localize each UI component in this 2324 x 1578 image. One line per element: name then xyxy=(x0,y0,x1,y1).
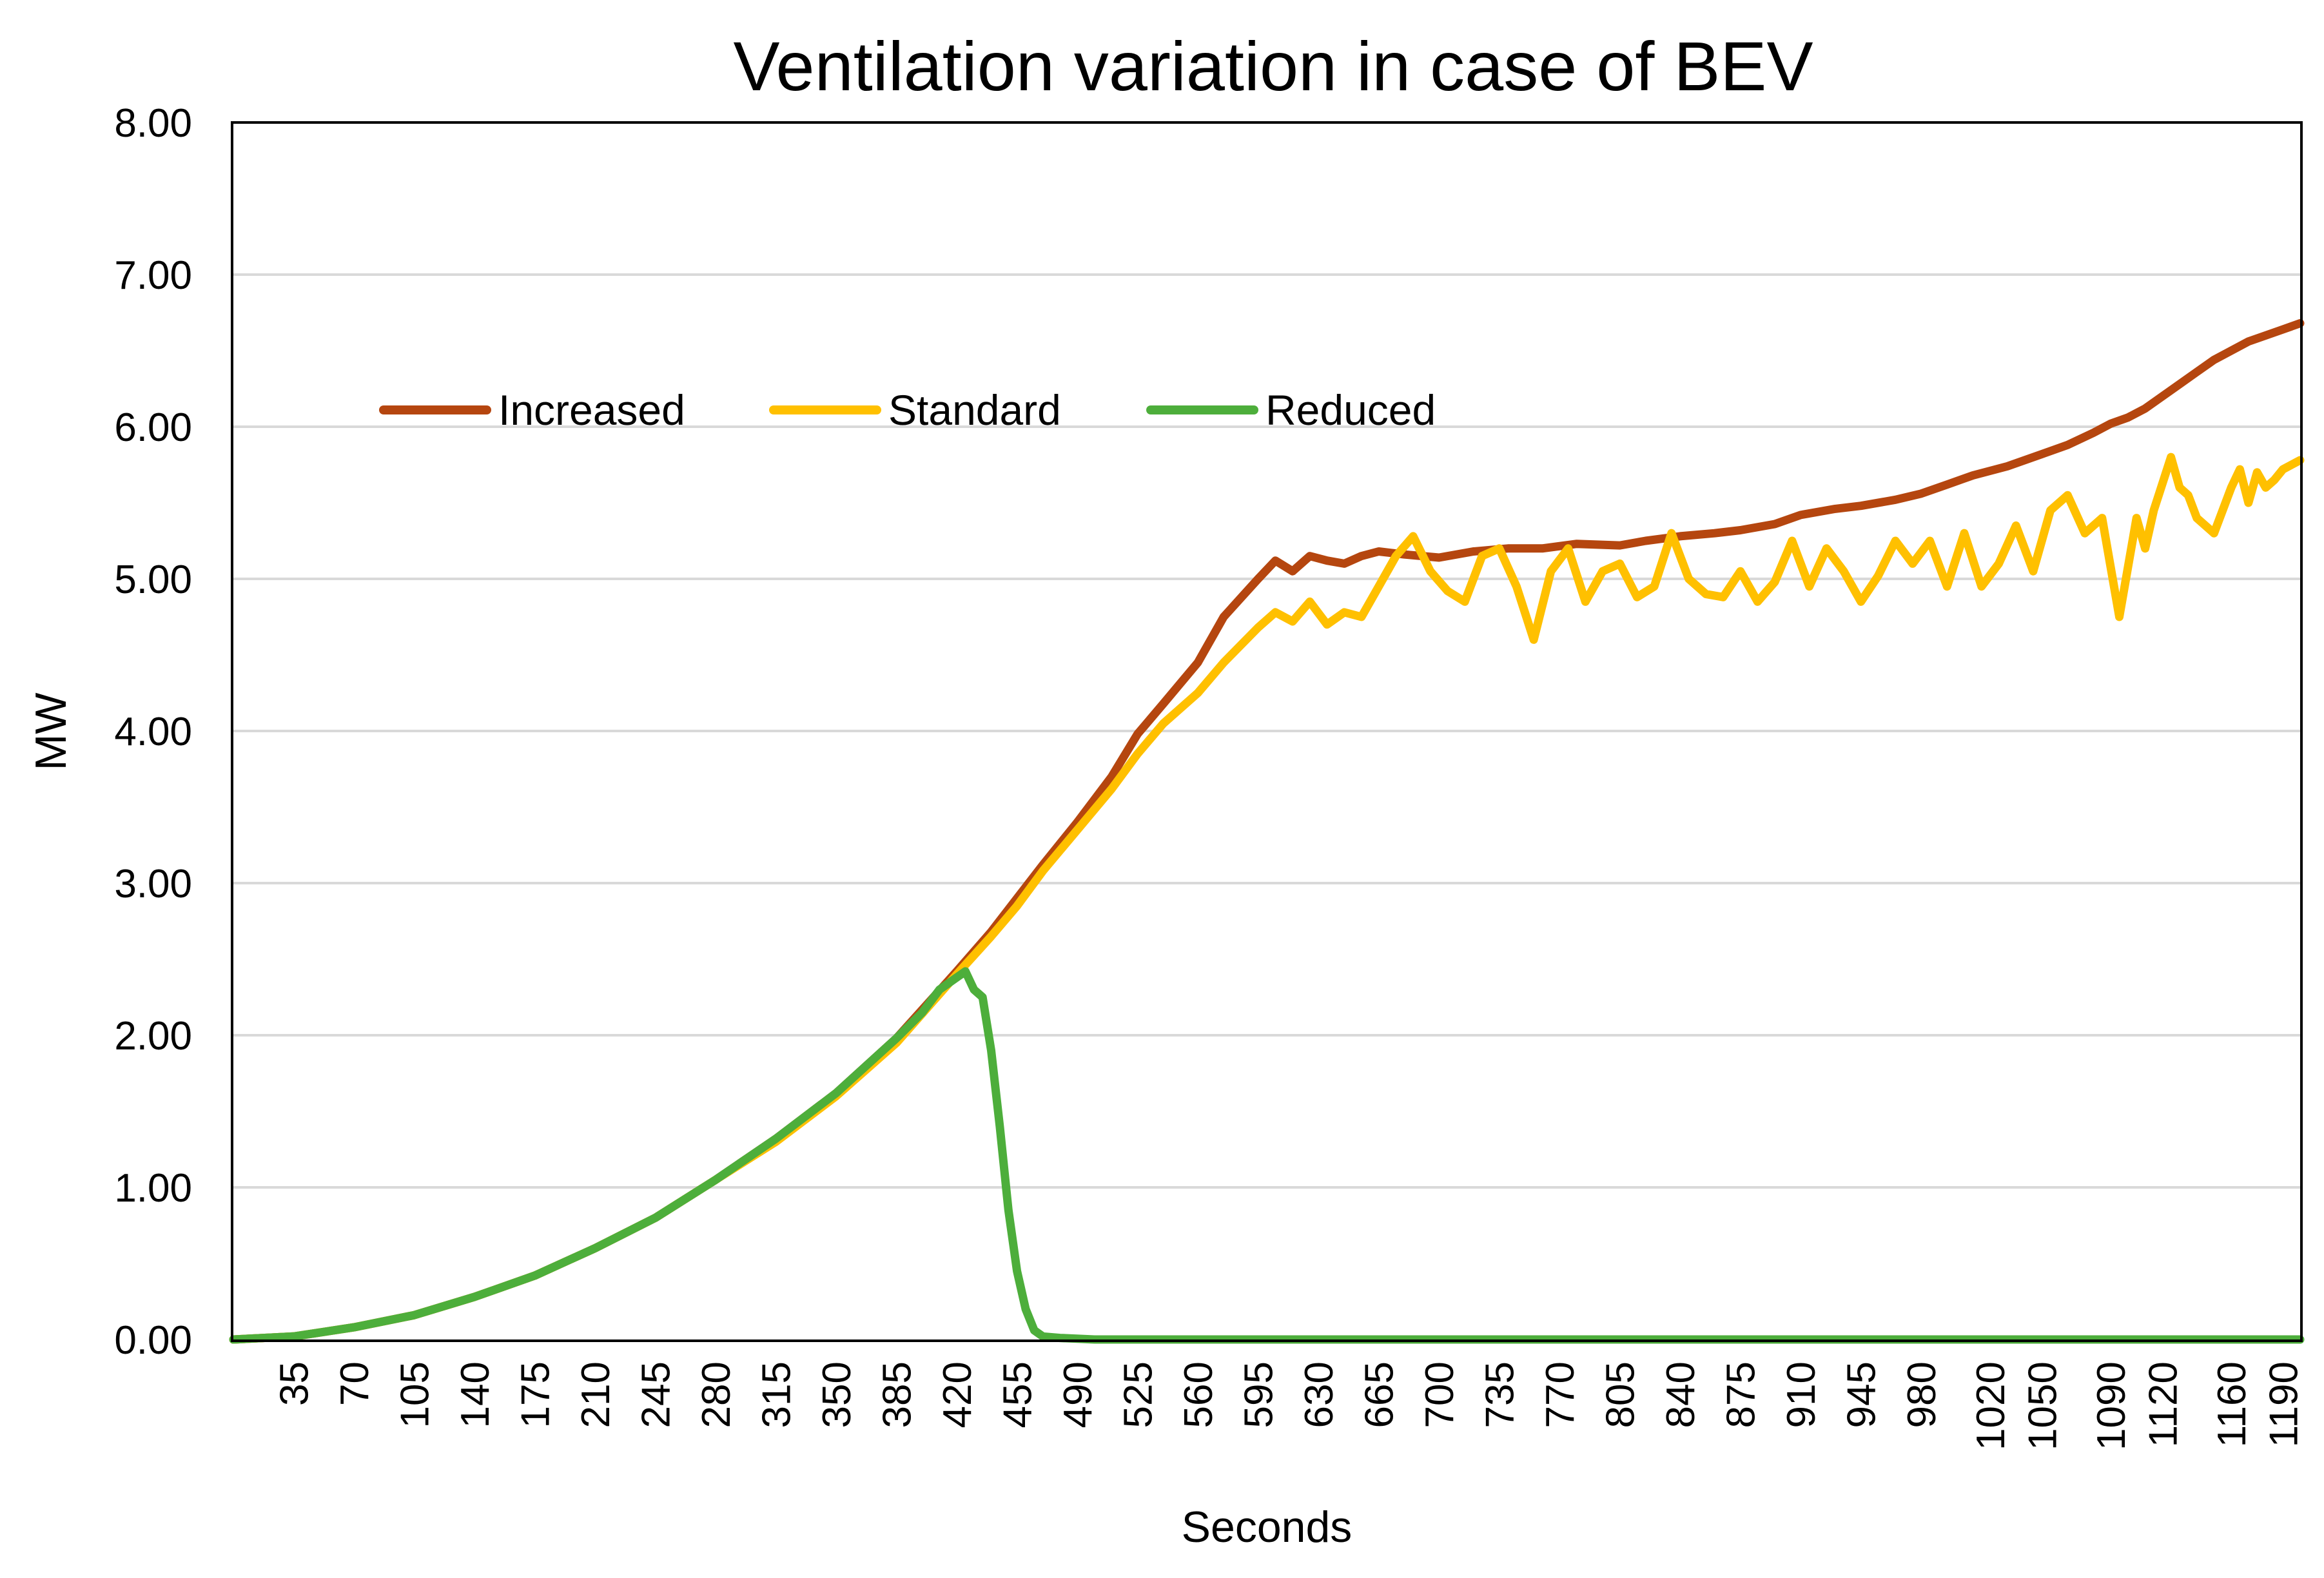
x-tick-label: 385 xyxy=(875,1361,920,1428)
x-tick-label: 105 xyxy=(393,1361,438,1428)
y-axis-ticks: 0.00 1.00 2.00 3.00 4.00 5.00 6.00 7.00 8.00 xyxy=(114,101,192,1363)
x-tick-label: 210 xyxy=(574,1361,618,1428)
y-tick-label: 8.00 xyxy=(114,101,192,146)
x-tick-label: 70 xyxy=(333,1361,377,1406)
x-tick-label: 735 xyxy=(1478,1361,1523,1428)
y-tick-label: 1.00 xyxy=(114,1166,192,1211)
y-tick-label: 0.00 xyxy=(114,1318,192,1363)
x-tick-label: 560 xyxy=(1177,1361,1221,1428)
x-tick-label: 665 xyxy=(1358,1361,1402,1428)
x-tick-label: 910 xyxy=(1779,1361,1824,1428)
x-tick-label: 980 xyxy=(1900,1361,1944,1428)
x-tick-label: 805 xyxy=(1599,1361,1643,1428)
x-tick-label: 700 xyxy=(1418,1361,1462,1428)
y-tick-label: 6.00 xyxy=(114,405,192,450)
x-tick-label: 1050 xyxy=(2020,1361,2065,1450)
x-tick-label: 35 xyxy=(273,1361,317,1406)
x-tick-label: 175 xyxy=(514,1361,558,1428)
x-tick-label: 875 xyxy=(1719,1361,1764,1428)
series-line-reduced xyxy=(229,967,2305,1344)
x-tick-label: 840 xyxy=(1659,1361,1703,1428)
x-tick-label: 595 xyxy=(1237,1361,1282,1428)
gridlines xyxy=(233,273,2300,1189)
x-tick-label: 945 xyxy=(1840,1361,1884,1428)
x-tick-label: 1190 xyxy=(2261,1361,2306,1447)
y-tick-label: 2.00 xyxy=(114,1014,192,1058)
x-tick-label: 1090 xyxy=(2089,1361,2134,1450)
legend-label-increased: Increased xyxy=(498,386,685,434)
series-lines xyxy=(229,319,2305,1344)
y-tick-label: 5.00 xyxy=(114,558,192,602)
legend: Increased Standard Reduced xyxy=(379,386,1436,434)
series-line-standard xyxy=(229,453,2305,1344)
y-axis-title: MW xyxy=(26,693,75,771)
x-tick-label: 525 xyxy=(1117,1361,1161,1428)
x-axis-title: Seconds xyxy=(1182,1503,1352,1552)
plot-area-border xyxy=(231,121,2303,1342)
chart-title: Ventilation variation in case of BEV xyxy=(733,27,1813,105)
y-tick-label: 7.00 xyxy=(114,253,192,298)
x-tick-label: 770 xyxy=(1538,1361,1583,1428)
y-tick-label: 3.00 xyxy=(114,862,192,906)
x-tick-label: 1120 xyxy=(2141,1361,2185,1447)
x-tick-label: 245 xyxy=(634,1361,679,1428)
x-tick-label: 1160 xyxy=(2210,1361,2254,1447)
legend-label-reduced: Reduced xyxy=(1265,386,1436,434)
x-axis-ticks: 35 70 105 140 175 210 245 280 315 350 385 420 455 490… xyxy=(273,1361,2307,1450)
x-tick-label: 350 xyxy=(815,1361,859,1428)
y-tick-label: 4.00 xyxy=(114,710,192,754)
x-tick-label: 140 xyxy=(453,1361,498,1428)
x-tick-label: 1020 xyxy=(1969,1361,2013,1450)
x-tick-label: 420 xyxy=(935,1361,980,1428)
legend-label-standard: Standard xyxy=(888,386,1061,434)
x-tick-label: 490 xyxy=(1056,1361,1100,1428)
x-tick-label: 280 xyxy=(694,1361,739,1428)
x-tick-label: 315 xyxy=(755,1361,799,1428)
x-tick-label: 630 xyxy=(1297,1361,1342,1428)
x-tick-label: 455 xyxy=(996,1361,1040,1428)
